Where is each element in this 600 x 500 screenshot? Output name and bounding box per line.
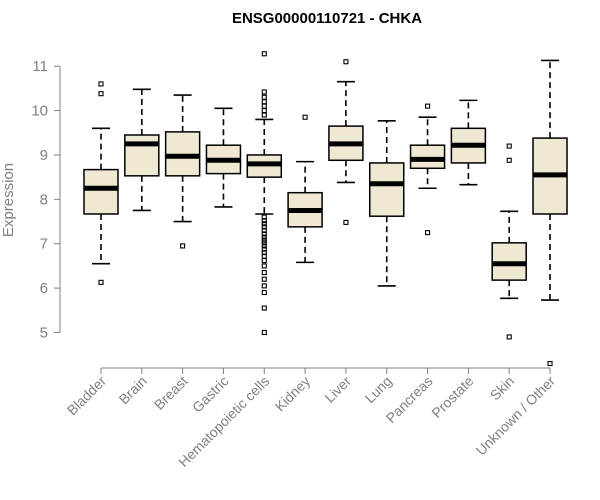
- box-unknown-other: [532, 59, 568, 367]
- box-kidney: [287, 114, 323, 264]
- outlier-point: [425, 103, 431, 109]
- box-prostate: [450, 99, 487, 186]
- outlier-point: [261, 234, 267, 240]
- outlier-point: [261, 258, 267, 264]
- outlier-point: [261, 221, 267, 227]
- outlier-point: [261, 263, 267, 269]
- outlier-point: [343, 59, 349, 65]
- outlier-point: [425, 230, 431, 236]
- box-breast: [164, 94, 201, 249]
- box-hematopoietic-cells: [246, 51, 283, 336]
- box-lung: [368, 119, 405, 287]
- outlier-point: [261, 214, 267, 220]
- y-tick-label: 5: [40, 324, 48, 341]
- outlier-point: [261, 289, 267, 296]
- outlier-point: [180, 243, 186, 249]
- y-tick-label: 7: [40, 236, 48, 253]
- outlier-point: [98, 81, 104, 87]
- y-tick-label: 10: [31, 103, 48, 120]
- outlier-point: [261, 108, 267, 114]
- outlier-point: [98, 279, 104, 285]
- outlier-point: [261, 103, 267, 109]
- outlier-point: [506, 334, 512, 340]
- outlier-point: [261, 89, 267, 95]
- y-tick-label: 11: [32, 58, 48, 75]
- outlier-point: [506, 157, 512, 163]
- box-bladder: [83, 81, 119, 285]
- box-liver: [328, 59, 364, 225]
- outlier-point: [261, 224, 267, 230]
- y-tick-label: 9: [40, 147, 48, 164]
- box-iqr: [368, 162, 405, 217]
- outlier-point: [261, 51, 267, 57]
- outlier-point: [261, 270, 267, 276]
- outlier-point: [261, 276, 267, 282]
- outlier-point: [261, 283, 267, 289]
- box-iqr: [124, 134, 160, 177]
- x-tick-label: Breast: [151, 373, 191, 413]
- boxes-group: [83, 51, 568, 367]
- y-axis: 5 6 7 8 9 10 11: [31, 58, 61, 341]
- outlier-point: [302, 114, 308, 120]
- box-iqr: [409, 144, 446, 170]
- y-tick-label: 8: [40, 191, 48, 208]
- x-tick-label: Lung: [362, 373, 395, 406]
- box-iqr: [83, 168, 119, 215]
- y-axis-label: Expression: [0, 163, 17, 237]
- box-gastric: [205, 107, 242, 208]
- x-tick-label: Kidney: [272, 373, 314, 415]
- box-brain: [124, 88, 160, 212]
- outlier-point: [261, 305, 267, 311]
- chart-title: ENSG00000110721 - CHKA: [232, 10, 422, 27]
- outlier-point: [261, 243, 267, 249]
- outlier-point: [547, 361, 553, 367]
- outlier-point: [261, 329, 267, 336]
- outlier-point: [261, 240, 267, 246]
- y-tick-label: 6: [40, 280, 48, 297]
- box-skin: [491, 143, 527, 340]
- outlier-point: [343, 219, 349, 225]
- outlier-point: [506, 143, 512, 149]
- x-tick-label: Liver: [321, 373, 354, 406]
- box-pancreas: [409, 103, 446, 236]
- x-tick-label: Bladder: [64, 373, 110, 419]
- x-tick-label: Skin: [487, 373, 518, 404]
- outlier-point: [261, 246, 267, 252]
- outlier-point: [261, 237, 267, 243]
- outlier-point: [261, 99, 267, 105]
- x-tick-label: Prostate: [428, 373, 476, 421]
- x-tick-label: Brain: [116, 373, 150, 407]
- outlier-point: [261, 112, 267, 118]
- outlier-point: [261, 94, 267, 100]
- outlier-point: [98, 91, 104, 97]
